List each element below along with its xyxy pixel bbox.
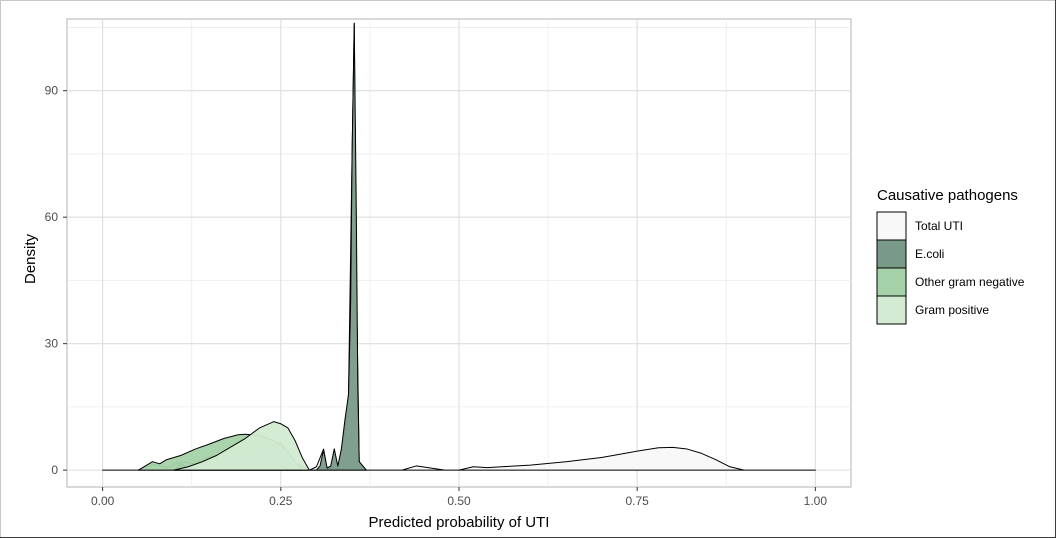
legend-key-total-uti <box>876 211 907 241</box>
x-tick-label: 0.00 <box>91 494 115 508</box>
legend: Causative pathogens Total UTI E.coli Other… <box>876 187 1025 325</box>
x-tick-label: 0.75 <box>626 494 650 508</box>
y-tick-label: 90 <box>45 84 59 98</box>
legend-label: E.coli <box>915 247 944 261</box>
x-axis-title: Predicted probability of UTI <box>369 514 550 531</box>
x-axis-ticks: 0.00 0.25 0.50 0.75 1.00 <box>91 487 827 508</box>
y-axis-ticks: 0 30 60 90 <box>45 84 67 477</box>
legend-label: Total UTI <box>915 219 963 233</box>
density-area-gram-positive <box>173 421 310 471</box>
legend-title: Causative pathogens <box>877 187 1018 204</box>
y-tick-label: 0 <box>51 463 58 477</box>
x-tick-label: 0.25 <box>269 494 293 508</box>
legend-label: Other gram negative <box>915 275 1025 289</box>
y-axis-title: Density <box>22 233 39 284</box>
density-areas <box>102 22 816 471</box>
y-tick-label: 60 <box>45 210 59 224</box>
legend-key-gram-positive <box>876 295 907 325</box>
x-tick-label: 0.50 <box>447 494 471 508</box>
x-tick-label: 1.00 <box>804 494 828 508</box>
legend-label: Gram positive <box>915 303 989 317</box>
legend-key-other-gram-negative <box>876 267 907 297</box>
legend-key-e-coli <box>876 239 907 269</box>
y-tick-label: 30 <box>45 337 59 351</box>
grid-lines <box>67 19 851 487</box>
